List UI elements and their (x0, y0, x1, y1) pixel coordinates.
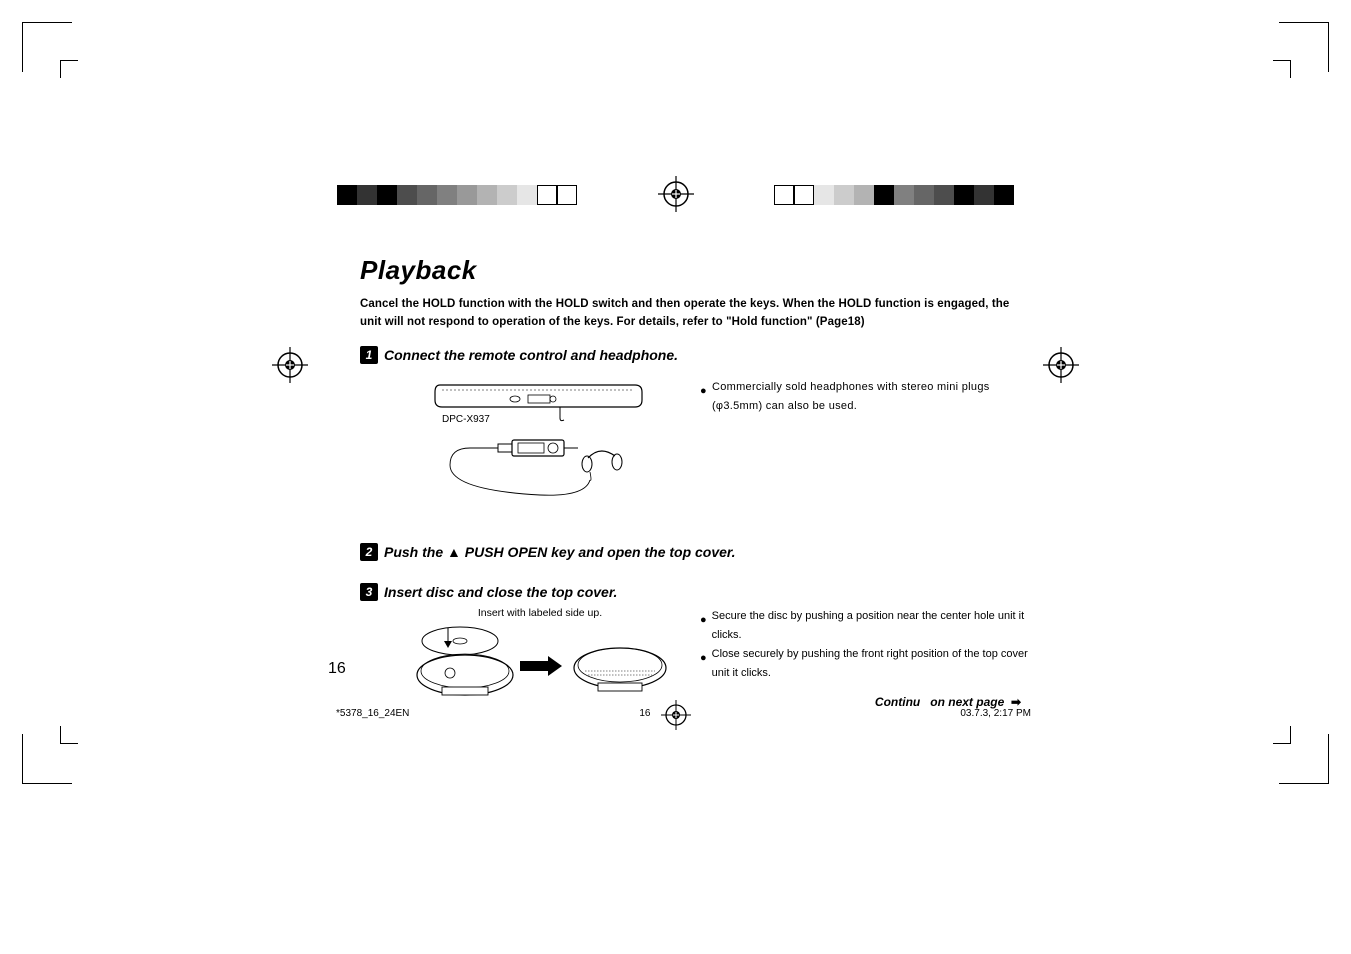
bullet-icon: ● (700, 607, 707, 646)
inner-crop-mark (60, 60, 78, 78)
bullet-icon: ● (700, 378, 707, 418)
registration-target-footer (661, 700, 691, 735)
inner-crop-mark (1273, 726, 1291, 744)
step3-title: Insert disc and close the top cover. (384, 584, 617, 600)
footer-timestamp: 03.7.3, 2:17 PM (960, 708, 1031, 719)
registration-target-top (658, 176, 694, 212)
step1-note-text: Commercially sold headphones with stereo… (712, 378, 1031, 418)
device-model-label: DPC-X937 (442, 414, 490, 425)
inner-crop-mark (1273, 60, 1291, 78)
step-number-1: 1 (360, 346, 378, 364)
eject-icon: ▲ (447, 544, 461, 560)
continue-post: on next page (930, 695, 1004, 709)
device-illustration: DPC-X937 (420, 370, 670, 515)
crop-mark (1291, 22, 1329, 72)
bullet-icon: ● (700, 645, 707, 684)
page-title: Playback (360, 255, 1031, 286)
step3-note2: Close securely by pushing the front righ… (712, 645, 1031, 684)
registration-target-left (272, 347, 308, 388)
insert-caption: Insert with labeled side up. (410, 607, 670, 619)
continue-pre: Continu (875, 695, 920, 709)
step-number-2: 2 (360, 543, 378, 561)
step2-post: PUSH OPEN key and open the top cover. (461, 544, 736, 560)
crop-mark (22, 734, 60, 784)
registration-target-right (1043, 347, 1079, 388)
crop-mark (22, 22, 60, 72)
step1-heading: 1 Connect the remote control and headpho… (360, 346, 1031, 364)
crop-mark (1291, 734, 1329, 784)
step1-title: Connect the remote control and headphone… (384, 347, 678, 363)
step1-note: ● Commercially sold headphones with ster… (700, 370, 1031, 515)
step2-heading: 2 Push the ▲ PUSH OPEN key and open the … (360, 543, 1031, 561)
registration-bar-left (337, 185, 577, 205)
step2-pre: Push the (384, 544, 447, 560)
insert-disc-illustration: Insert with labeled side up. (410, 607, 670, 713)
step3-notes: ● Secure the disc by pushing a position … (700, 607, 1031, 713)
inner-crop-mark (60, 726, 78, 744)
step2-title: Push the ▲ PUSH OPEN key and open the to… (384, 544, 736, 560)
footer-filename: *5378_16_24EN (336, 708, 409, 719)
registration-bar-right (774, 185, 1014, 205)
step3-heading: 3 Insert disc and close the top cover. (360, 583, 1031, 601)
intro-text: Cancel the HOLD function with the HOLD s… (360, 296, 1031, 332)
footer-page: 16 (639, 708, 650, 719)
step3-note1: Secure the disc by pushing a position ne… (712, 607, 1031, 646)
page-number: 16 (328, 660, 346, 678)
page-content: Playback Cancel the HOLD function with t… (360, 255, 1031, 713)
step-number-3: 3 (360, 583, 378, 601)
